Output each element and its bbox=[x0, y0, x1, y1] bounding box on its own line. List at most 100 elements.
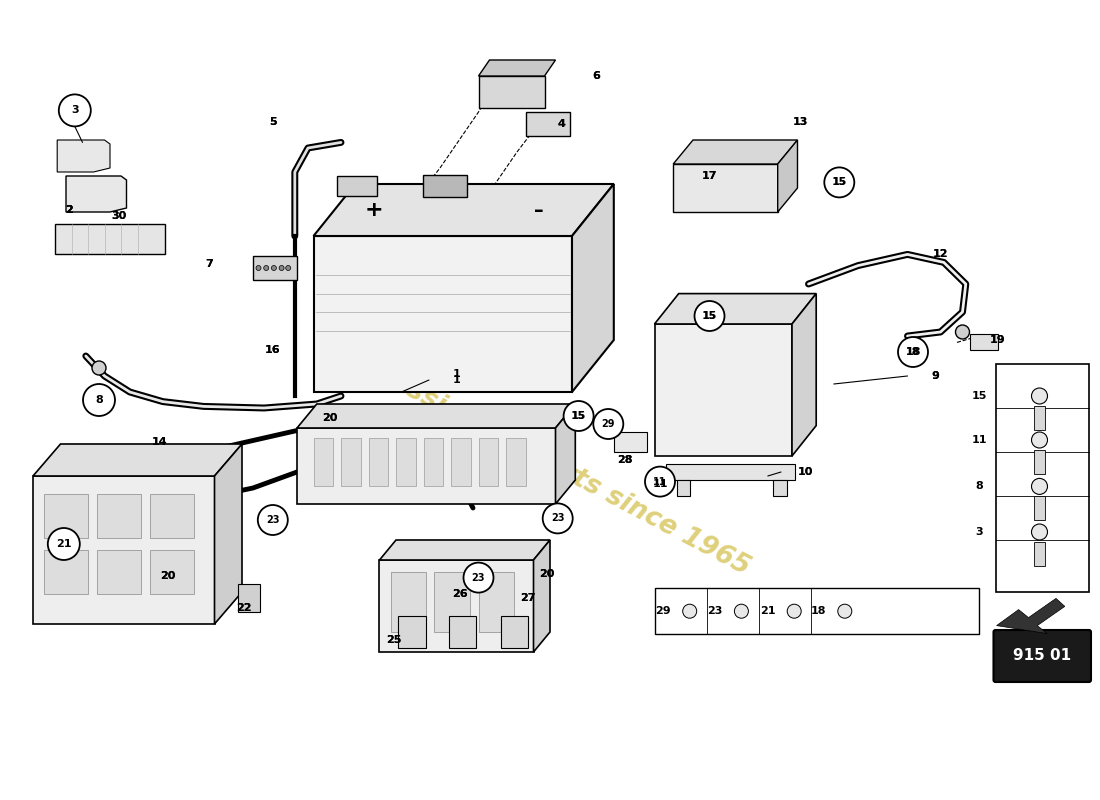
Polygon shape bbox=[654, 294, 816, 324]
FancyBboxPatch shape bbox=[996, 364, 1089, 592]
FancyBboxPatch shape bbox=[424, 175, 468, 197]
Text: –: – bbox=[535, 201, 543, 219]
FancyBboxPatch shape bbox=[1034, 496, 1045, 520]
Text: 29: 29 bbox=[602, 419, 615, 429]
Text: 11: 11 bbox=[971, 435, 987, 445]
Circle shape bbox=[272, 266, 276, 270]
Polygon shape bbox=[478, 60, 556, 76]
Polygon shape bbox=[379, 540, 550, 560]
FancyBboxPatch shape bbox=[993, 630, 1091, 682]
Polygon shape bbox=[379, 560, 534, 652]
Polygon shape bbox=[673, 164, 778, 212]
Polygon shape bbox=[676, 480, 690, 496]
FancyBboxPatch shape bbox=[1034, 406, 1045, 430]
Polygon shape bbox=[314, 184, 614, 236]
Text: 1: 1 bbox=[452, 375, 461, 385]
Text: 19: 19 bbox=[990, 335, 1005, 345]
Text: 22: 22 bbox=[236, 603, 252, 613]
Text: 20: 20 bbox=[161, 571, 176, 581]
Text: 15: 15 bbox=[832, 178, 847, 187]
Text: 4: 4 bbox=[557, 119, 565, 129]
FancyBboxPatch shape bbox=[478, 572, 514, 632]
Circle shape bbox=[563, 401, 594, 431]
Polygon shape bbox=[33, 476, 214, 624]
Polygon shape bbox=[314, 236, 572, 392]
Text: 3: 3 bbox=[72, 106, 78, 115]
Text: 28: 28 bbox=[617, 455, 632, 465]
Polygon shape bbox=[773, 480, 786, 496]
Text: 9: 9 bbox=[931, 371, 939, 381]
Text: 28: 28 bbox=[617, 455, 632, 465]
Text: 11: 11 bbox=[653, 477, 667, 486]
Circle shape bbox=[279, 266, 284, 270]
Text: 5: 5 bbox=[270, 117, 276, 126]
Polygon shape bbox=[66, 176, 126, 212]
FancyBboxPatch shape bbox=[338, 176, 377, 196]
Text: 25: 25 bbox=[386, 635, 402, 645]
FancyBboxPatch shape bbox=[341, 438, 361, 486]
Polygon shape bbox=[33, 444, 242, 476]
Circle shape bbox=[735, 604, 748, 618]
FancyBboxPatch shape bbox=[970, 334, 998, 350]
Polygon shape bbox=[534, 540, 550, 652]
FancyBboxPatch shape bbox=[44, 550, 88, 594]
Text: 15: 15 bbox=[971, 391, 987, 401]
Text: 20: 20 bbox=[322, 413, 338, 422]
Text: 8: 8 bbox=[975, 482, 983, 491]
FancyBboxPatch shape bbox=[614, 432, 647, 452]
Text: 20: 20 bbox=[161, 571, 176, 581]
Text: 2: 2 bbox=[65, 206, 74, 215]
Text: 30: 30 bbox=[111, 211, 126, 221]
Text: 6: 6 bbox=[592, 71, 601, 81]
Text: 12: 12 bbox=[933, 250, 948, 259]
FancyBboxPatch shape bbox=[1034, 450, 1045, 474]
Circle shape bbox=[264, 266, 268, 270]
Text: 26: 26 bbox=[452, 589, 468, 598]
FancyBboxPatch shape bbox=[314, 438, 333, 486]
Circle shape bbox=[838, 604, 851, 618]
Text: 25: 25 bbox=[386, 635, 402, 645]
Text: 18: 18 bbox=[906, 347, 920, 357]
FancyBboxPatch shape bbox=[97, 494, 141, 538]
FancyBboxPatch shape bbox=[253, 256, 297, 280]
Text: 1: 1 bbox=[452, 370, 461, 379]
FancyBboxPatch shape bbox=[398, 616, 426, 648]
Text: 2: 2 bbox=[65, 206, 74, 215]
Circle shape bbox=[1032, 432, 1047, 448]
Text: 16: 16 bbox=[265, 346, 280, 355]
Circle shape bbox=[92, 361, 106, 375]
Text: 20: 20 bbox=[539, 570, 554, 579]
Text: 3: 3 bbox=[976, 527, 982, 537]
Circle shape bbox=[256, 266, 261, 270]
Text: 20: 20 bbox=[539, 570, 554, 579]
Text: 16: 16 bbox=[265, 346, 280, 355]
Polygon shape bbox=[997, 598, 1065, 634]
Text: 915 01: 915 01 bbox=[1013, 649, 1071, 663]
Circle shape bbox=[956, 325, 969, 339]
Text: 13: 13 bbox=[793, 117, 808, 126]
FancyBboxPatch shape bbox=[1034, 542, 1045, 566]
FancyBboxPatch shape bbox=[390, 572, 426, 632]
Text: 30: 30 bbox=[111, 211, 126, 221]
FancyBboxPatch shape bbox=[500, 616, 528, 648]
Text: 9: 9 bbox=[931, 371, 939, 381]
Text: 10: 10 bbox=[798, 467, 813, 477]
Polygon shape bbox=[792, 294, 816, 456]
Text: 15: 15 bbox=[703, 311, 716, 321]
Polygon shape bbox=[297, 404, 575, 428]
Polygon shape bbox=[214, 444, 242, 624]
Circle shape bbox=[82, 384, 116, 416]
FancyBboxPatch shape bbox=[449, 616, 476, 648]
Polygon shape bbox=[654, 324, 792, 456]
Text: 12: 12 bbox=[933, 250, 948, 259]
Text: 18: 18 bbox=[811, 606, 826, 616]
Text: 21: 21 bbox=[760, 606, 775, 616]
Text: 6: 6 bbox=[592, 71, 601, 81]
Text: 8: 8 bbox=[95, 395, 103, 405]
Circle shape bbox=[824, 167, 855, 198]
Text: a passion for parts since 1965: a passion for parts since 1965 bbox=[345, 347, 755, 581]
Text: 15: 15 bbox=[833, 178, 846, 187]
FancyBboxPatch shape bbox=[150, 494, 194, 538]
Text: 23: 23 bbox=[472, 573, 485, 582]
FancyBboxPatch shape bbox=[55, 224, 165, 254]
